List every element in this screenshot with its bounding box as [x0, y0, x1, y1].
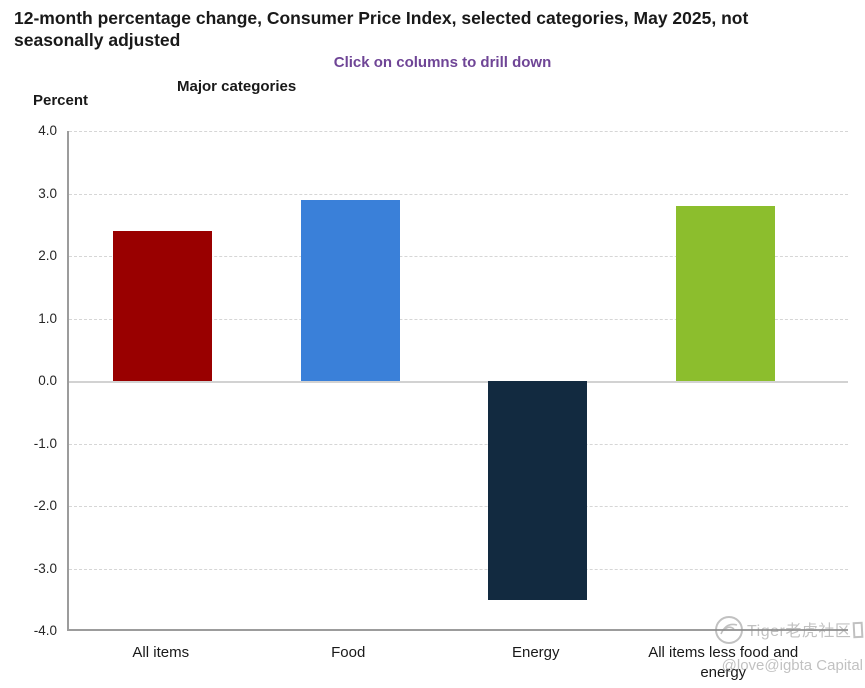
gridline — [69, 443, 848, 445]
y-tick-label: 2.0 — [38, 248, 57, 263]
y-tick-label: -2.0 — [33, 498, 57, 513]
y-tick-label: -3.0 — [33, 560, 57, 576]
gridline — [69, 193, 848, 195]
gridline — [69, 506, 848, 507]
bar-energy[interactable] — [488, 381, 588, 600]
chart-subtitle: Click on columns to drill down — [333, 54, 552, 71]
axis-group-title: Major categories — [177, 78, 297, 95]
gridline — [69, 568, 848, 570]
bar-all-items-less-food-and-energy[interactable] — [675, 206, 775, 381]
x-category-label: Food — [331, 644, 366, 661]
bar-food[interactable] — [300, 199, 400, 381]
plot-area — [67, 131, 848, 631]
y-axis-unit-label: Percent — [33, 92, 89, 109]
y-tick-label: 4.0 — [38, 123, 57, 138]
y-tick-label: -1.0 — [33, 435, 57, 451]
gridline — [69, 318, 848, 320]
y-tick-label: -4.0 — [33, 623, 57, 638]
x-category-label: All items less food and energy — [648, 644, 799, 681]
y-tick-label: 3.0 — [38, 185, 57, 201]
x-axis-category-labels: All items Food Energy All items less food a… — [67, 643, 848, 685]
zero-line — [69, 381, 848, 383]
chart-title: 12-month percentage change, Consumer Pri… — [14, 8, 749, 50]
gridline — [69, 131, 848, 132]
watermark-badge-icon — [852, 621, 864, 639]
x-category-label: Energy — [511, 644, 560, 661]
x-category-label: All items — [132, 644, 190, 661]
y-axis-tick-labels: 4.0 3.0 2.0 1.0 0.0 -1.0 -2.0 -3.0 -4.0 — [0, 123, 57, 641]
gridline — [69, 256, 848, 257]
y-tick-label: 1.0 — [38, 310, 57, 326]
y-tick-label: 0.0 — [38, 373, 57, 388]
bar-all-items[interactable] — [113, 231, 213, 381]
